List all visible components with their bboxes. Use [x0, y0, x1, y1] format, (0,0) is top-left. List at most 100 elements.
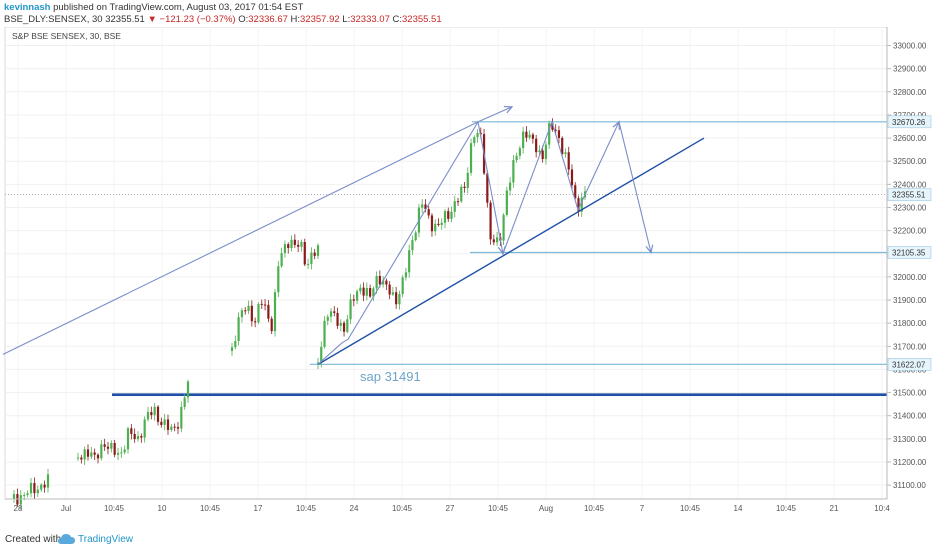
open-value: 32336.67 — [248, 14, 288, 25]
candle-body — [395, 292, 398, 305]
candle-body — [551, 123, 554, 130]
candle-body — [564, 152, 567, 155]
x-tick-label: 28 — [14, 504, 23, 513]
low-label: L: — [342, 14, 351, 25]
close-value: 32355.51 — [402, 14, 442, 25]
candle-body — [96, 454, 100, 459]
candle-body — [263, 304, 267, 306]
y-tick-label: 31100.00 — [893, 481, 926, 490]
y-tick-label: 31900.00 — [893, 296, 927, 305]
candle-body — [333, 311, 336, 313]
candle-body — [408, 250, 411, 273]
candle-body — [180, 406, 183, 429]
candle-body — [186, 381, 190, 398]
candle-body — [126, 428, 130, 450]
candle-body — [136, 436, 140, 440]
x-tick-label: 10:45 — [776, 504, 797, 513]
y-tick-label: 33000.00 — [893, 42, 927, 51]
candle-body — [509, 182, 512, 191]
candle-body — [160, 421, 163, 425]
candle-body — [515, 155, 518, 161]
candle-body — [183, 397, 186, 407]
price-label-box — [887, 246, 932, 259]
tradingview-brand[interactable]: TradingView — [78, 534, 134, 545]
candle-body — [473, 137, 476, 144]
candle-body — [574, 185, 577, 199]
candle-body — [260, 303, 263, 305]
candle-body — [346, 319, 349, 332]
candle-body — [385, 280, 388, 285]
candle-body — [447, 211, 450, 219]
x-tick-label: Jul — [61, 504, 71, 513]
candle-body — [349, 299, 352, 320]
x-tick-label: 10:45 — [104, 504, 125, 513]
close-label: C: — [392, 14, 403, 25]
candle-body — [254, 321, 257, 323]
y-tick-label: 32700.00 — [893, 111, 927, 120]
candle-body — [130, 428, 133, 434]
low-value: 32333.07 — [350, 14, 390, 25]
candle-body — [561, 137, 564, 155]
candle-body — [489, 202, 492, 240]
candle-body — [40, 484, 43, 490]
candle-body — [463, 186, 466, 188]
candle-body — [290, 239, 293, 249]
candle-body — [531, 134, 535, 139]
candle-body — [336, 312, 339, 326]
candle-body — [375, 275, 378, 289]
candle-body — [36, 489, 39, 494]
x-tick-label: 17 — [254, 504, 263, 513]
drawings — [2, 105, 705, 365]
candle-body — [486, 173, 489, 203]
candle-body — [146, 412, 150, 420]
candle-body — [440, 222, 443, 226]
candle-body — [548, 123, 551, 145]
candle-body — [372, 288, 375, 297]
y-axis[interactable]: 31100.00 31200.00 31300.00 31400.00 31500.00… — [886, 27, 927, 499]
candle-body — [567, 152, 570, 170]
y-tick-label: 32000.00 — [893, 273, 927, 282]
y-tick-label: 32900.00 — [893, 65, 927, 74]
level-lines — [5, 121, 887, 396]
author-link[interactable]: kevinnash — [4, 2, 51, 13]
candle-body — [76, 457, 80, 459]
price-label-text: 31622.07 — [892, 360, 926, 369]
candle-body — [166, 419, 170, 430]
y-tick-label: 31500.00 — [893, 389, 927, 398]
chart-area[interactable]: S&P BSE SENSEX, 30, BSE sap 31491 31100.… — [0, 27, 932, 527]
x-tick-label: 10:45 — [488, 504, 509, 513]
candle-body — [355, 291, 359, 301]
x-axis[interactable]: 28 Jul 10:45 10 10:45 17 10:45 24 10:45 27 10:45 Au… — [5, 498, 890, 513]
candle-body — [297, 244, 300, 247]
candle-body — [522, 131, 525, 149]
candle-body — [329, 311, 333, 317]
candle-body — [257, 303, 260, 323]
price-label-text: 32105.35 — [892, 249, 926, 258]
candle-body — [512, 160, 515, 183]
candle-body — [541, 150, 544, 159]
candle-body — [123, 449, 126, 453]
candle-body — [554, 129, 557, 131]
candle-body — [310, 252, 313, 264]
candle-body — [430, 215, 434, 232]
candle-body — [368, 288, 372, 297]
candle-body — [110, 442, 113, 449]
candle-body — [303, 241, 306, 265]
chart-title: S&P BSE SENSEX, 30, BSE — [12, 31, 121, 41]
x-tick-label: 10 — [158, 504, 167, 513]
x-tick-label: 10:4 — [874, 504, 890, 513]
candle-body — [280, 253, 283, 267]
x-tick-label: 14 — [734, 504, 743, 513]
candle-body — [133, 433, 136, 440]
candle-body — [404, 272, 408, 278]
candle-body — [93, 452, 96, 455]
candle-body — [277, 266, 280, 293]
candle-body — [544, 144, 548, 159]
y-tick-label: 31800.00 — [893, 319, 927, 328]
candle-body — [469, 143, 473, 173]
candle-body — [388, 284, 391, 295]
candle-body — [237, 317, 240, 342]
candle-body — [528, 134, 531, 138]
candle-body — [323, 320, 326, 347]
candle-body — [26, 493, 29, 496]
